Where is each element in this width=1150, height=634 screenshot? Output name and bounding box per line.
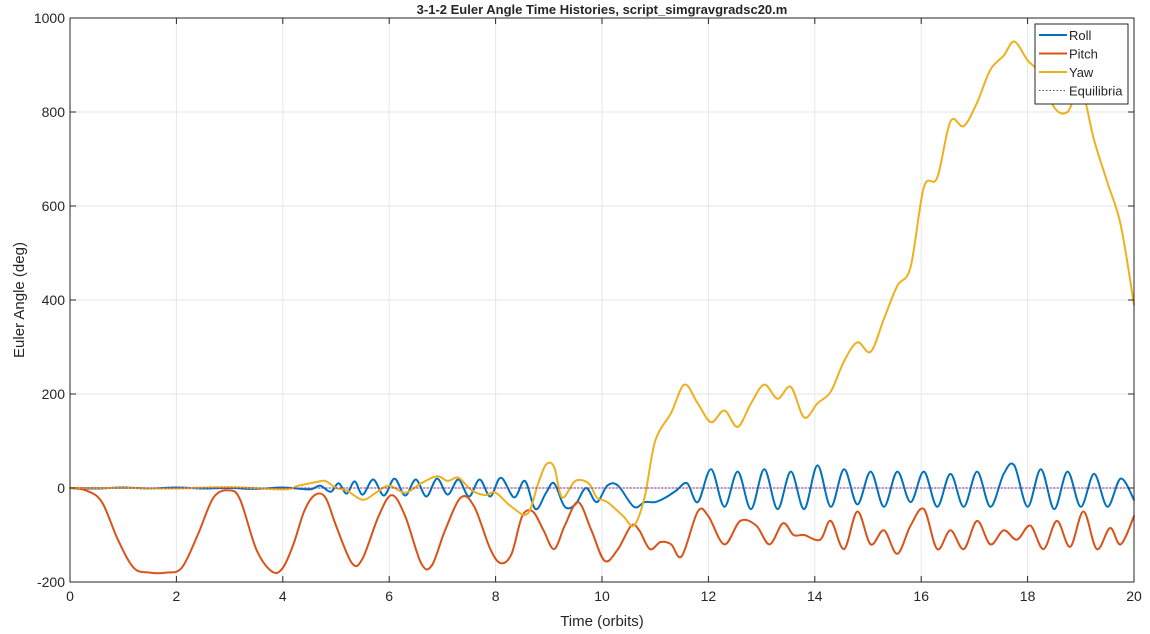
x-tick-label: 20 <box>1126 588 1142 604</box>
chart-title: 3-1-2 Euler Angle Time Histories, script… <box>417 2 788 17</box>
legend-label-yaw: Yaw <box>1069 65 1094 80</box>
y-tick-label: 400 <box>42 292 66 308</box>
x-tick-label: 4 <box>279 588 287 604</box>
x-tick-label: 18 <box>1020 588 1036 604</box>
legend-label-equilibria: Equilibria <box>1069 84 1123 99</box>
y-axis-label: Euler Angle (deg) <box>11 242 28 358</box>
legend-label-pitch: Pitch <box>1069 47 1098 62</box>
x-tick-label: 2 <box>173 588 181 604</box>
y-tick-label: 1000 <box>34 10 65 26</box>
y-tick-label: 0 <box>57 480 65 496</box>
x-tick-label: 6 <box>385 588 393 604</box>
series-group <box>69 40 1135 575</box>
x-tick-label: 12 <box>701 588 717 604</box>
series-line-roll <box>69 462 1135 511</box>
x-axis-label: Time (orbits) <box>560 613 644 630</box>
x-tick-label: 0 <box>66 588 74 604</box>
x-tick-label: 14 <box>807 588 823 604</box>
y-tick-label: -200 <box>37 574 65 590</box>
y-tick-label: 600 <box>42 198 66 214</box>
legend: Roll Pitch Yaw Equilibria <box>1034 23 1129 105</box>
series-line-pitch <box>69 487 1135 575</box>
series-line-yaw <box>69 40 1135 528</box>
legend-label-roll: Roll <box>1069 28 1092 43</box>
y-tick-label: 800 <box>42 104 66 120</box>
x-tick-label: 8 <box>492 588 500 604</box>
x-tick-label: 16 <box>913 588 929 604</box>
x-tick-label: 10 <box>594 588 610 604</box>
y-tick-label: 200 <box>42 386 66 402</box>
